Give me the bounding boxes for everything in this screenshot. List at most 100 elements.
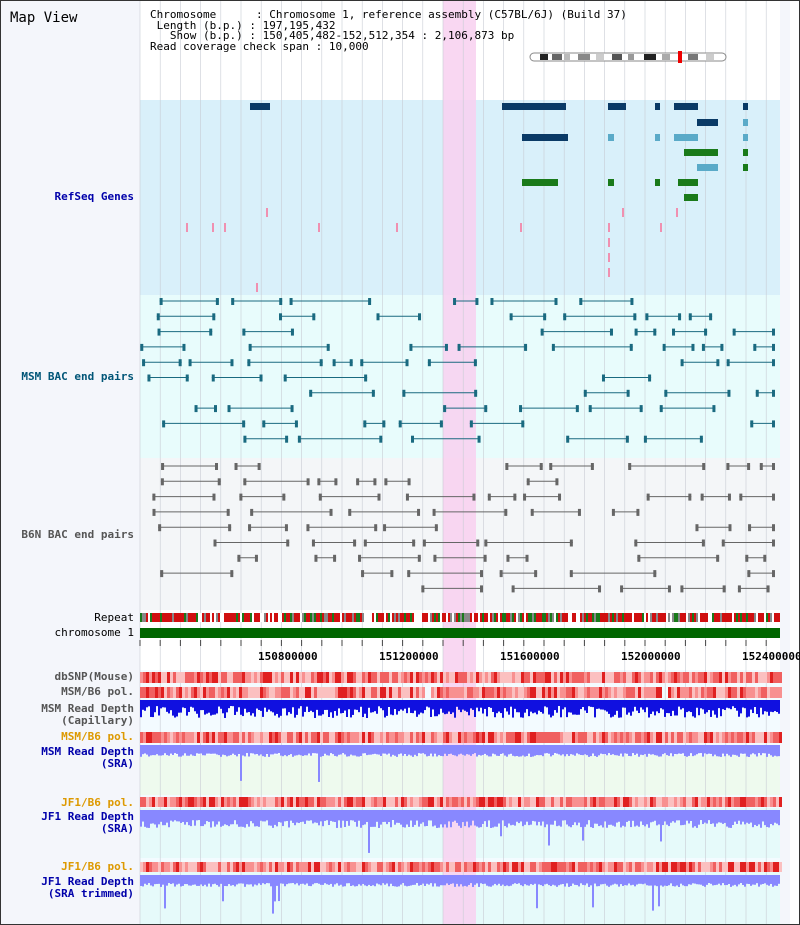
repeat-block [388, 613, 390, 622]
msm-depth-capillary-bar [154, 700, 156, 713]
msm-depth-capillary-bar [776, 700, 778, 712]
gene-feature [608, 134, 614, 141]
msm-depth-sra-bar [148, 745, 150, 757]
track-label-chromosome[interactable]: chromosome 1 [54, 626, 134, 639]
msm-bac-pair-end [444, 343, 448, 351]
msm-depth-sra-bar [268, 745, 270, 757]
msm-pol-strip [149, 687, 152, 698]
b6n-bac-pair-end [747, 570, 751, 578]
msm-depth-sra-bar [762, 745, 764, 754]
repeat-block [510, 613, 512, 622]
jf1-depth-trim-bar [600, 875, 602, 885]
msm-pol2-strip [464, 732, 467, 743]
track-label-msm-pol2[interactable]: MSM/B6 pol. [61, 730, 134, 743]
msm-depth-sra-bar [600, 745, 602, 754]
msm-pol-strip [491, 687, 494, 698]
jf1-depth-trim-bar [664, 875, 666, 886]
msm-depth-sra-bar [274, 745, 276, 754]
jf1-pol2-strip [311, 862, 314, 872]
msm-pol2-strip [536, 732, 539, 743]
msm-depth-sra-bar [638, 745, 640, 757]
jf1-pol-strip [572, 797, 575, 807]
jf1-depth-sra-bar [384, 810, 386, 822]
jf1-depth-trim-bar [560, 875, 562, 885]
msm-depth-capillary-bar [184, 700, 186, 709]
track-label-jf1-pol[interactable]: JF1/B6 pol. [61, 796, 134, 809]
msm-depth-sra-bar [342, 745, 344, 754]
msm-depth-capillary-bar [232, 700, 234, 707]
jf1-depth-trim-bar [220, 875, 222, 884]
msm-pol-strip [434, 687, 437, 698]
repeat-block [382, 613, 384, 622]
jf1-depth-trim-bar [548, 875, 550, 886]
jf1-depth-sra-bar [678, 810, 680, 821]
repeat-block [600, 613, 602, 622]
msm-depth-capillary-bar [468, 700, 470, 716]
msm-depth-sra-bar [322, 745, 324, 757]
repeat-block [508, 613, 510, 622]
jf1-pol-strip [767, 797, 770, 807]
jf1-depth-sra-bar [250, 810, 252, 822]
b6n-bac-pair-end [407, 570, 411, 578]
msm-depth-capillary-bar [440, 700, 442, 709]
msm-depth-capillary-bar [504, 700, 506, 709]
track-label-msm-pol[interactable]: MSM/B6 pol. [61, 685, 134, 698]
repeat-block [572, 613, 574, 622]
msm-depth-capillary-bar [660, 700, 662, 709]
jf1-depth-sra-bar [202, 810, 204, 827]
track-label-msm-depth-sra[interactable]: MSM Read Depth (SRA) [41, 746, 134, 770]
track-label-jf1-pol2[interactable]: JF1/B6 pol. [61, 860, 134, 873]
dbsnp-strip [320, 672, 323, 683]
track-label-b6n-bac[interactable]: B6N BAC end pairs [21, 528, 134, 541]
gene-feature [608, 179, 614, 186]
repeat-block [494, 613, 496, 622]
jf1-pol2-strip [284, 862, 287, 872]
jf1-depth-trim-bar [336, 875, 338, 884]
msm-pol2-strip [773, 732, 776, 743]
msm-pol2-strip [452, 732, 455, 743]
msm-pol2-strip [494, 732, 497, 743]
track-label-dbsnp[interactable]: dbSNP(Mouse) [54, 670, 134, 683]
msm-bac-pair-end [290, 405, 294, 413]
track-label-repeat[interactable]: Repeat [94, 611, 134, 624]
msm-depth-capillary-bar [572, 700, 574, 715]
msm-depth-capillary-bar [754, 700, 756, 708]
repeat-block [578, 613, 580, 622]
repeat-block [562, 613, 564, 622]
dbsnp-strip [641, 672, 644, 683]
msm-pol2-strip [332, 732, 335, 743]
msm-pol2-strip [731, 732, 734, 743]
msm-pol2-strip [671, 732, 674, 743]
dbsnp-strip [287, 672, 290, 683]
jf1-pol-strip [155, 797, 158, 807]
msm-depth-capillary-bar [386, 700, 388, 716]
jf1-depth-sra-bar [484, 810, 486, 822]
track-label-jf1-trim[interactable]: JF1 Read Depth (SRA trimmed) [41, 876, 134, 900]
b6n-bac-pair-end [702, 463, 706, 470]
jf1-depth-sra-bar [144, 810, 146, 827]
dbsnp-strip [218, 672, 221, 683]
dbsnp-strip [653, 672, 656, 683]
msm-bac-pair-end [554, 298, 558, 305]
track-label-msm-depth-cap[interactable]: MSM Read Depth (Capillary) [41, 703, 134, 727]
track-label-refseq[interactable]: RefSeq Genes [54, 190, 134, 203]
msm-depth-sra-bar [654, 745, 656, 756]
jf1-depth-trim-bar [592, 875, 594, 908]
repeat-block [622, 613, 624, 622]
track-label-jf1-depth[interactable]: JF1 Read Depth (SRA) [41, 811, 134, 835]
msm-depth-sra-bar [420, 745, 422, 754]
msm-pol2-strip [482, 732, 485, 743]
jf1-depth-sra-bar [752, 810, 754, 828]
jf1-depth-sra-bar [374, 810, 376, 827]
axis-tick-label: 152000000 [621, 650, 681, 663]
jf1-depth-sra-bar [602, 810, 604, 828]
b6n-bac-pair-end [577, 508, 581, 516]
jf1-pol-strip [632, 797, 635, 807]
track-label-msm-bac[interactable]: MSM BAC end pairs [21, 370, 134, 383]
dbsnp-strip [764, 672, 767, 683]
jf1-pol2-strip [266, 862, 269, 872]
jf1-depth-trim-bar [612, 875, 614, 885]
msm-pol2-strip [593, 732, 596, 743]
msm-pol2-strip [239, 732, 242, 743]
